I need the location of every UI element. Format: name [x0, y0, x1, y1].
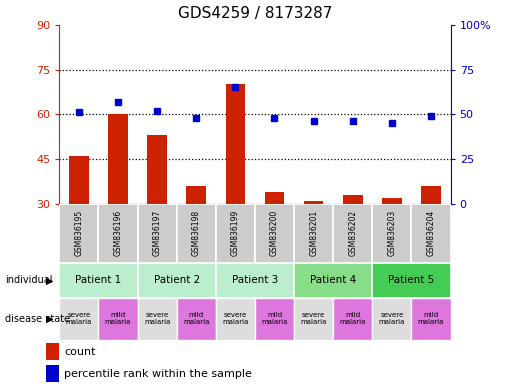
Text: severe
malaria: severe malaria	[300, 312, 327, 326]
Bar	[186, 186, 206, 204]
Bar	[372, 298, 411, 340]
Bar	[147, 135, 167, 204]
Text: mild
malaria: mild malaria	[418, 312, 444, 326]
Bar	[138, 298, 177, 340]
Bar	[265, 192, 284, 204]
Bar	[382, 198, 402, 204]
Text: mild
malaria: mild malaria	[339, 312, 366, 326]
Bar	[177, 298, 216, 340]
Text: mild
malaria: mild malaria	[261, 312, 288, 326]
Text: GSM836196: GSM836196	[113, 210, 123, 257]
Bar	[294, 298, 333, 340]
Text: count: count	[64, 347, 96, 357]
Bar	[372, 204, 411, 263]
Bar	[333, 298, 372, 340]
Title: GDS4259 / 8173287: GDS4259 / 8173287	[178, 6, 332, 21]
Text: Patient 2: Patient 2	[153, 275, 200, 285]
Bar	[411, 204, 451, 263]
Bar	[226, 84, 245, 204]
Bar	[59, 298, 98, 340]
Text: mild
malaria: mild malaria	[183, 312, 210, 326]
Bar	[216, 298, 255, 340]
Text: ▶: ▶	[46, 275, 54, 285]
Bar	[333, 204, 372, 263]
Bar	[216, 204, 255, 263]
Text: GSM836201: GSM836201	[309, 210, 318, 257]
Bar	[59, 263, 138, 298]
Text: Patient 4: Patient 4	[310, 275, 356, 285]
Text: GSM836204: GSM836204	[426, 210, 436, 257]
Bar	[294, 263, 372, 298]
Text: percentile rank within the sample: percentile rank within the sample	[64, 369, 252, 379]
Text: GSM836197: GSM836197	[152, 210, 162, 257]
Text: GSM836199: GSM836199	[231, 210, 240, 257]
Bar	[98, 298, 138, 340]
Text: disease state: disease state	[5, 314, 70, 324]
Bar	[294, 204, 333, 263]
Bar	[138, 263, 216, 298]
Bar	[421, 186, 441, 204]
Bar	[46, 365, 59, 382]
Text: GSM836203: GSM836203	[387, 210, 397, 257]
Bar	[304, 200, 323, 204]
Bar	[372, 263, 451, 298]
Bar	[216, 263, 294, 298]
Bar	[255, 204, 294, 263]
Text: Patient 5: Patient 5	[388, 275, 435, 285]
Bar	[255, 298, 294, 340]
Bar	[343, 195, 363, 204]
Bar	[108, 114, 128, 204]
Text: severe
malaria: severe malaria	[144, 312, 170, 326]
Bar	[138, 204, 177, 263]
Text: GSM836195: GSM836195	[74, 210, 83, 257]
Text: mild
malaria: mild malaria	[105, 312, 131, 326]
Bar	[411, 298, 451, 340]
Bar	[98, 204, 138, 263]
Text: ▶: ▶	[46, 314, 54, 324]
Text: Patient 3: Patient 3	[232, 275, 278, 285]
Text: GSM836198: GSM836198	[192, 210, 201, 257]
Text: GSM836202: GSM836202	[348, 210, 357, 257]
Text: severe
malaria: severe malaria	[379, 312, 405, 326]
Bar	[46, 343, 59, 360]
Bar	[59, 204, 98, 263]
Bar	[69, 156, 89, 204]
Text: individual: individual	[5, 275, 53, 285]
Text: severe
malaria: severe malaria	[222, 312, 249, 326]
Text: GSM836200: GSM836200	[270, 210, 279, 257]
Text: severe
malaria: severe malaria	[65, 312, 92, 326]
Text: Patient 1: Patient 1	[75, 275, 122, 285]
Bar	[177, 204, 216, 263]
